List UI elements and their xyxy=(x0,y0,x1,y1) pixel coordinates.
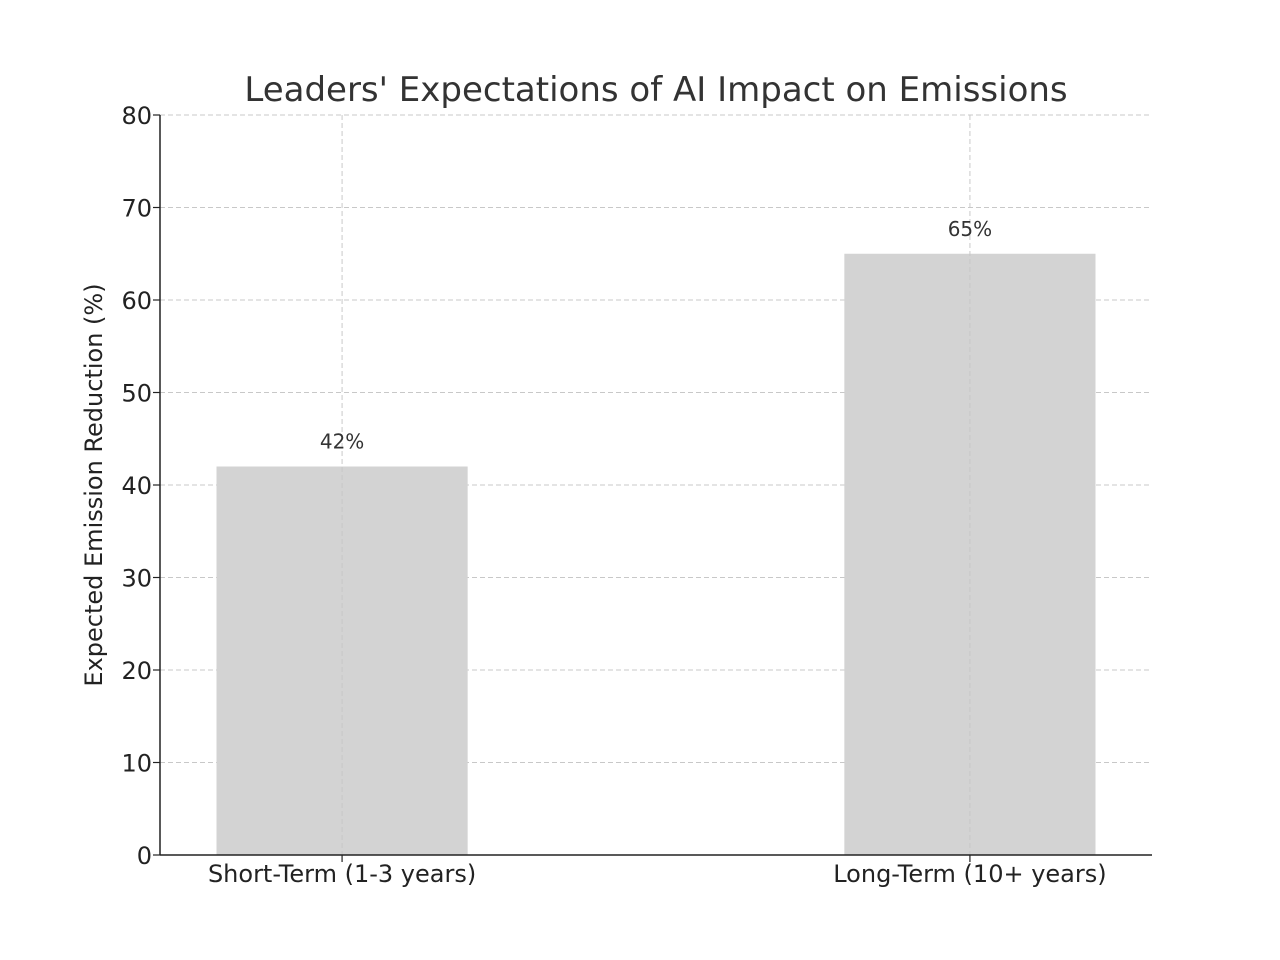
data-label: 42% xyxy=(320,430,364,454)
y-tick-label: 0 xyxy=(137,842,152,870)
y-tick-label: 20 xyxy=(121,657,152,685)
y-tick-label: 30 xyxy=(121,565,152,593)
y-tick-label: 60 xyxy=(121,287,152,315)
y-axis-label: Expected Emission Reduction (%) xyxy=(80,283,108,686)
y-tick-label: 80 xyxy=(121,102,152,130)
bars xyxy=(216,253,1096,855)
y-tick-label: 50 xyxy=(121,380,152,408)
data-label: 65% xyxy=(948,217,992,241)
x-tick-label: Long-Term (10+ years) xyxy=(833,860,1106,888)
data-labels: 42% 65% xyxy=(320,217,992,454)
y-tick-label: 40 xyxy=(121,472,152,500)
x-grid xyxy=(341,115,971,855)
y-tick-label: 70 xyxy=(121,195,152,223)
y-tick-label: 10 xyxy=(121,750,152,778)
x-tick-label: Short-Term (1-3 years) xyxy=(208,860,476,888)
chart-title: Leaders' Expectations of AI Impact on Em… xyxy=(244,70,1067,110)
y-ticks: 0 10 20 30 40 50 60 70 80 xyxy=(121,102,160,870)
bar xyxy=(844,253,1096,855)
x-ticks: Short-Term (1-3 years) Long-Term (10+ yea… xyxy=(208,855,1107,888)
